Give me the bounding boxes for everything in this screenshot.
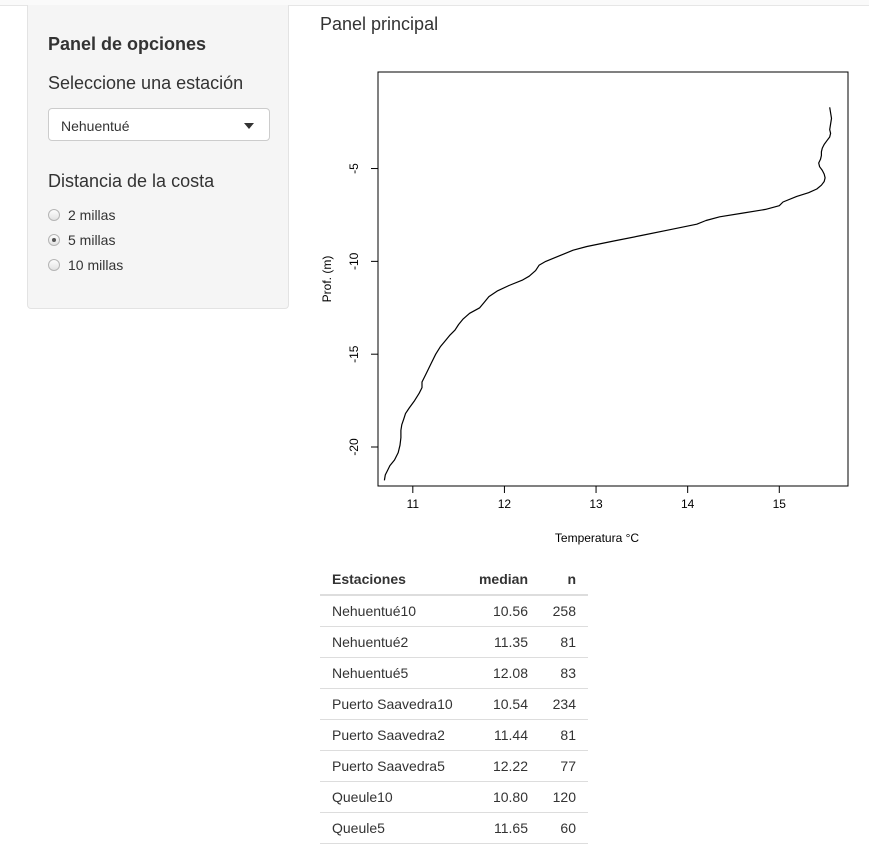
cell-station: Puerto Saavedra5	[320, 750, 466, 782]
radio-label: 5 millas	[68, 232, 116, 248]
cell-n: 234	[540, 688, 588, 720]
table-row: Queule10 10.80 120	[320, 781, 588, 813]
y-tick-label: -20	[347, 438, 361, 456]
x-tick-label: 13	[589, 497, 603, 511]
table-header-row: Estaciones median n	[320, 564, 588, 596]
y-tick-label: -15	[347, 345, 361, 363]
cell-median: 12.08	[466, 657, 540, 689]
x-tick-label: 14	[681, 497, 695, 511]
station-select-label: Seleccione una estación	[48, 73, 244, 93]
x-tick-label: 12	[498, 497, 512, 511]
cell-n: 120	[540, 781, 588, 813]
x-tick-label: 11	[407, 497, 420, 511]
caret-down-icon	[244, 123, 254, 129]
radio-label: 2 millas	[68, 207, 116, 223]
radio-circle[interactable]	[48, 209, 60, 221]
cell-median: 10.54	[466, 688, 540, 720]
cell-station: Nehuentué2	[320, 626, 466, 658]
cell-n: 83	[540, 657, 588, 689]
table-row: Nehuentué2 11.35 81	[320, 626, 588, 658]
stations-table: Estaciones median n Nehuentué10 10.56 25…	[320, 564, 588, 844]
cell-station: Puerto Saavedra10	[320, 688, 466, 720]
table-row: Puerto Saavedra5 12.22 77	[320, 750, 588, 782]
sidebar-panel: Panel de opciones Seleccione una estació…	[27, 5, 289, 309]
cell-n: 60	[540, 812, 588, 844]
station-select-value: Nehuentué	[61, 118, 130, 134]
table-row: Puerto Saavedra2 11.44 81	[320, 719, 588, 751]
cell-median: 12.22	[466, 750, 540, 782]
x-axis-label: Temperatura °C	[555, 531, 639, 545]
temperature-depth-plot: 11 12 13 14 15 -5 -10 -15 -20 Temperatura °C Prof.…	[320, 71, 849, 545]
table-row: Queule5 11.65 60	[320, 812, 588, 844]
temperature-profile-line	[383, 107, 833, 481]
cell-n: 81	[540, 719, 588, 751]
y-tick-label: -5	[347, 163, 361, 174]
cell-median: 11.35	[466, 626, 540, 658]
table-row: Puerto Saavedra10 10.54 234	[320, 688, 588, 720]
cell-station: Nehuentué10	[320, 595, 466, 627]
cell-n: 81	[540, 626, 588, 658]
main-panel-title: Panel principal	[320, 14, 439, 34]
radio-circle-selected[interactable]	[48, 234, 60, 246]
distance-label: Distancia de la costa	[48, 171, 215, 191]
radio-circle[interactable]	[48, 259, 60, 271]
sidebar-title: Panel de opciones	[48, 34, 207, 54]
table-row: Nehuentué10 10.56 258	[320, 595, 588, 627]
header-median: median	[466, 564, 540, 596]
cell-median: 10.56	[466, 595, 540, 627]
cell-median: 11.65	[466, 812, 540, 844]
cell-station: Nehuentué5	[320, 657, 466, 689]
cell-station: Queule5	[320, 812, 466, 844]
browser-top-strip	[0, 0, 869, 6]
y-tick-label: -10	[347, 252, 361, 270]
header-estaciones: Estaciones	[320, 564, 466, 596]
cell-station: Puerto Saavedra2	[320, 719, 466, 751]
cell-station: Queule10	[320, 781, 466, 813]
plot-frame	[377, 71, 849, 487]
cell-median: 10.80	[466, 781, 540, 813]
cell-n: 258	[540, 595, 588, 627]
y-axis-label: Prof. (m)	[320, 256, 334, 303]
radio-label: 10 millas	[68, 257, 124, 273]
header-n: n	[540, 564, 588, 596]
cell-median: 11.44	[466, 719, 540, 751]
cell-n: 77	[540, 750, 588, 782]
x-tick-label: 15	[773, 497, 787, 511]
table-row: Nehuentué5 12.08 83	[320, 657, 588, 689]
station-select[interactable]: Nehuentué	[48, 108, 270, 141]
